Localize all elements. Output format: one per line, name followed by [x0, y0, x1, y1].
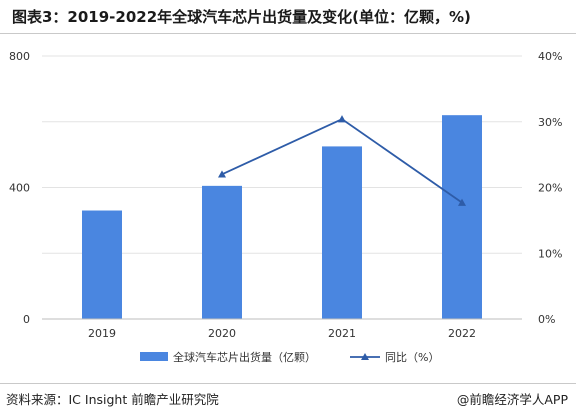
chart-title: 图表3：2019-2022年全球汽车芯片出货量及变化(单位：亿颗，%)	[12, 8, 471, 26]
title-divider	[0, 33, 576, 34]
bar	[322, 146, 362, 319]
right-axis-tick-label: 10%	[538, 247, 562, 260]
bar	[82, 210, 122, 319]
x-axis-tick-label: 2022	[448, 327, 476, 340]
x-axis-tick-label: 2021	[328, 327, 356, 340]
legend-swatch-marker	[361, 353, 369, 360]
footer-divider	[0, 383, 576, 384]
bar-series	[82, 115, 482, 319]
credit-note: @前瞻经济学人APP	[456, 392, 568, 407]
bar	[202, 185, 242, 319]
legend: 全球汽车芯片出货量（亿颗） 同比（%）	[140, 350, 439, 364]
x-axis-tick-label: 2019	[88, 327, 116, 340]
left-axis-tick-label: 400	[9, 182, 30, 195]
right-axis-tick-label: 30%	[538, 116, 562, 129]
axes: 0% 10% 20% 30% 40% 0 400 800 2019 2020 2021 2022	[9, 50, 562, 340]
right-axis-tick-label: 40%	[538, 50, 562, 63]
line-point	[458, 198, 466, 206]
bar	[442, 115, 482, 319]
line-series	[218, 115, 466, 206]
legend-swatch-bar	[140, 352, 168, 361]
right-axis-tick-label: 20%	[538, 182, 562, 195]
left-axis-tick-label: 0	[23, 313, 30, 326]
line-point	[338, 115, 346, 123]
chart: 0% 10% 20% 30% 40% 0 400 800 2019 2020 2021 2022 全球…	[9, 50, 562, 364]
legend-label-line: 同比（%）	[385, 351, 439, 364]
line-point	[218, 170, 226, 178]
right-axis-tick-label: 0%	[538, 313, 555, 326]
left-axis-tick-label: 800	[9, 50, 30, 63]
legend-label-bar: 全球汽车芯片出货量（亿颗）	[173, 350, 316, 364]
x-axis-tick-label: 2020	[208, 327, 236, 340]
source-note: 资料来源：IC Insight 前瞻产业研究院	[6, 392, 219, 407]
